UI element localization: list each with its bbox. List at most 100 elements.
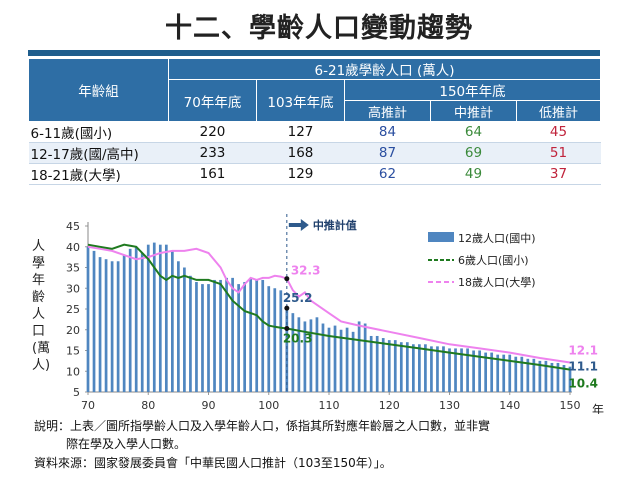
data-label: 32.3 [291, 264, 321, 278]
cell-mid: 69 [430, 142, 517, 164]
bar [140, 252, 144, 392]
legend-label: 12歲人口(國中) [458, 231, 536, 245]
bar [399, 342, 403, 392]
bar [466, 348, 469, 392]
header-mid-projection: 中推計 [430, 100, 517, 122]
bar [418, 344, 421, 392]
bar [297, 317, 301, 392]
bar [92, 250, 96, 392]
x-tick-label: 80 [141, 399, 155, 412]
bar [502, 354, 506, 392]
bar [514, 356, 518, 392]
bar [490, 352, 494, 392]
bar [472, 350, 475, 392]
y-tick-label: 5 [73, 386, 80, 399]
bar [219, 279, 222, 392]
header-age-group: 年齡組 [28, 58, 169, 122]
x-tick-label: 150 [560, 399, 581, 412]
bar [164, 244, 168, 392]
bar [508, 354, 512, 392]
data-label: 20.3 [283, 332, 313, 346]
marker-dot [284, 326, 290, 332]
row-group: 12-17歲(國/高中) [28, 142, 169, 164]
page-title: 十二、學齡人口變動趨勢 [165, 13, 473, 44]
bar [267, 286, 271, 392]
bar [363, 323, 367, 392]
cell-mid: 64 [430, 121, 517, 143]
bar [110, 261, 114, 392]
note-line-1: 說明：上表／圖所指學齡人口及入學年齡人口，係指其所對應年齡層之人口數，並非實 [34, 419, 491, 433]
bar [122, 255, 126, 392]
bar [436, 346, 439, 392]
bar [345, 327, 349, 392]
bar [177, 261, 180, 392]
x-tick-label: 130 [439, 399, 460, 412]
bar [213, 279, 216, 392]
y-tick-label: 30 [66, 282, 80, 295]
bar [562, 365, 566, 392]
table-row: 6-11歲(國小) 220 127 84 64 45 [28, 121, 601, 143]
bar [207, 284, 210, 392]
bar [351, 331, 355, 392]
bar [116, 261, 120, 392]
cell-low: 37 [516, 163, 601, 185]
population-table: 年齡組 6-21歲學齡人口 (萬人) 70年年底 103年年底 150年年底 高… [28, 58, 602, 185]
bar [315, 317, 319, 392]
arrow-right-icon [288, 219, 309, 231]
bar [381, 338, 385, 392]
bar [279, 290, 283, 392]
x-tick-label: 70 [81, 399, 95, 412]
cell-y103: 129 [256, 163, 345, 185]
bar [104, 259, 108, 392]
bar [448, 348, 451, 392]
data-label: 11.1 [568, 360, 598, 374]
cell-y103: 168 [256, 142, 345, 164]
cell-y103: 127 [256, 121, 345, 143]
bar [146, 244, 150, 392]
row-group: 6-11歲(國小) [28, 121, 169, 143]
bar [454, 348, 457, 392]
bar [424, 344, 427, 392]
bar [170, 250, 174, 392]
y-tick-label: 20 [66, 324, 80, 337]
source-note: 資料來源：國家發展委員會「中華民國人口推計（103至150年）」。 [34, 456, 392, 470]
cell-y70: 161 [168, 163, 257, 185]
header-low-projection: 低推計 [515, 100, 602, 122]
bar [291, 313, 295, 392]
cell-high: 87 [344, 142, 431, 164]
bar [526, 358, 530, 392]
bar [484, 352, 488, 392]
table-row: 12-17歲(國/高中) 233 168 87 69 51 [28, 142, 601, 164]
bar [442, 346, 445, 392]
x-tick-label: 100 [258, 399, 279, 412]
series-line-6-years [87, 243, 571, 371]
bar [369, 335, 373, 392]
cell-y70: 233 [168, 142, 257, 164]
cell-low: 45 [516, 121, 601, 143]
bar [158, 244, 162, 392]
bar [285, 308, 289, 392]
bar [393, 340, 397, 392]
bar [460, 348, 463, 392]
bar [405, 342, 409, 392]
legend-swatch-bars [428, 232, 454, 242]
bar [255, 279, 259, 392]
bar [231, 277, 234, 392]
x-tick-label: 90 [202, 399, 216, 412]
bar [249, 277, 253, 392]
bar [303, 321, 307, 392]
table-row: 18-21歲(大學) 161 129 62 49 37 [28, 163, 601, 185]
y-tick-label: 35 [66, 262, 80, 275]
legend-label: 6歲人口(國小) [458, 253, 529, 267]
cell-high: 62 [344, 163, 431, 185]
bar [550, 362, 554, 392]
y-tick-label: 10 [66, 365, 80, 378]
bar [339, 329, 343, 392]
data-label: 25.2 [283, 291, 313, 305]
population-chart: 5 10 15 20 25 30 35 40 45 70 80 90 100 110 120 130 140 15… [66, 214, 604, 414]
y-tick-label: 15 [66, 345, 80, 358]
header-year-70: 70年年底 [168, 79, 257, 122]
x-tick-label: 120 [379, 399, 400, 412]
legend-label: 18歲人口(大學) [458, 275, 536, 289]
x-axis-unit: 年 [592, 403, 604, 414]
